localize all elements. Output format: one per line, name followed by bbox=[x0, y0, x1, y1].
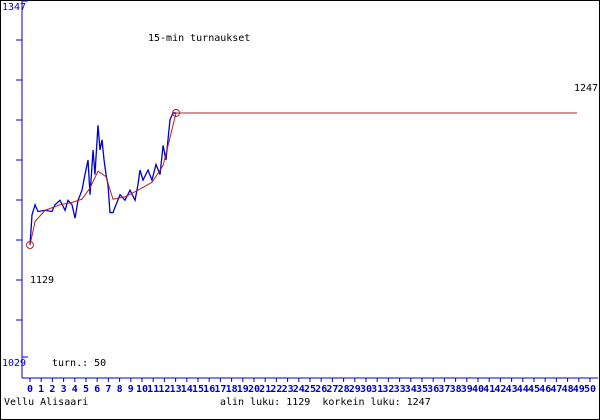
x-tick-label: 27 bbox=[326, 384, 338, 395]
x-tick-label: 44 bbox=[517, 384, 529, 395]
x-tick-label: 15 bbox=[192, 384, 204, 395]
x-tick-label: 7 bbox=[105, 384, 111, 395]
x-tick-label: 5 bbox=[83, 384, 89, 395]
x-tick-label: 29 bbox=[349, 384, 361, 395]
x-tick-label: 33 bbox=[394, 384, 406, 395]
x-tick-label: 47 bbox=[550, 384, 562, 395]
count-label: turn.: 50 bbox=[52, 358, 106, 369]
x-tick-label: 14 bbox=[181, 384, 193, 395]
x-tick-label: 30 bbox=[360, 384, 372, 395]
x-tick-label: 8 bbox=[117, 384, 123, 395]
x-tick-label: 34 bbox=[405, 384, 417, 395]
y-tick-label: 1347 bbox=[2, 2, 26, 13]
stats: alin luku: 1129 korkein luku: 1247 bbox=[220, 397, 431, 408]
author: Vellu Alisaari bbox=[4, 397, 88, 408]
point-marker bbox=[172, 108, 181, 117]
x-tick-label: 37 bbox=[438, 384, 450, 395]
x-tick-label: 16 bbox=[203, 384, 215, 395]
x-tick-label: 22 bbox=[270, 384, 282, 395]
x-tick-label: 32 bbox=[382, 384, 394, 395]
y-axis-ticks bbox=[16, 39, 22, 321]
x-tick-label: 39 bbox=[461, 384, 473, 395]
x-tick-label: 6 bbox=[94, 384, 100, 395]
x-tick-label: 31 bbox=[371, 384, 383, 395]
x-tick-label: 9 bbox=[128, 384, 134, 395]
x-tick-label: 35 bbox=[416, 384, 428, 395]
min-label: 1129 bbox=[30, 275, 54, 286]
x-tick-label: 45 bbox=[528, 384, 540, 395]
y-tick-label: 1029 bbox=[2, 358, 26, 369]
x-tick-label: 4 bbox=[72, 384, 78, 395]
x-tick-label: 24 bbox=[293, 384, 305, 395]
point-marker bbox=[26, 241, 34, 250]
x-tick-label: 13 bbox=[170, 384, 182, 395]
x-tick-label: 28 bbox=[338, 384, 350, 395]
x-tick-label: 12 bbox=[158, 384, 170, 395]
x-tick-label: 48 bbox=[562, 384, 574, 395]
x-tick-label: 40 bbox=[472, 384, 484, 395]
x-tick-label: 25 bbox=[304, 384, 316, 395]
x-tick-label: 26 bbox=[315, 384, 327, 395]
x-tick-label: 19 bbox=[237, 384, 249, 395]
x-tick-label: 2 bbox=[49, 384, 55, 395]
x-tick-label: 18 bbox=[226, 384, 238, 395]
x-tick-label: 43 bbox=[506, 384, 518, 395]
x-tick-label: 21 bbox=[259, 384, 271, 395]
max-label: 1247 bbox=[574, 83, 598, 94]
x-tick-label: 46 bbox=[539, 384, 551, 395]
x-tick-label: 41 bbox=[483, 384, 495, 395]
x-tick-label: 42 bbox=[494, 384, 506, 395]
x-tick-label: 1 bbox=[38, 384, 44, 395]
x-tick-label: 50 bbox=[584, 384, 596, 395]
x-tick-label: 49 bbox=[573, 384, 585, 395]
x-tick-label: 23 bbox=[282, 384, 294, 395]
line-series bbox=[29, 112, 177, 246]
x-tick-label: 0 bbox=[27, 384, 33, 395]
x-tick-label: 20 bbox=[248, 384, 260, 395]
x-tick-label: 17 bbox=[214, 384, 226, 395]
line-series bbox=[29, 112, 578, 246]
x-tick-label: 10 bbox=[136, 384, 148, 395]
x-tick-label: 38 bbox=[450, 384, 462, 395]
x-tick-label: 3 bbox=[61, 384, 67, 395]
x-tick-label: 11 bbox=[147, 384, 159, 395]
x-tick-label: 36 bbox=[427, 384, 439, 395]
chart-title: 15-min turnaukset bbox=[148, 33, 250, 44]
